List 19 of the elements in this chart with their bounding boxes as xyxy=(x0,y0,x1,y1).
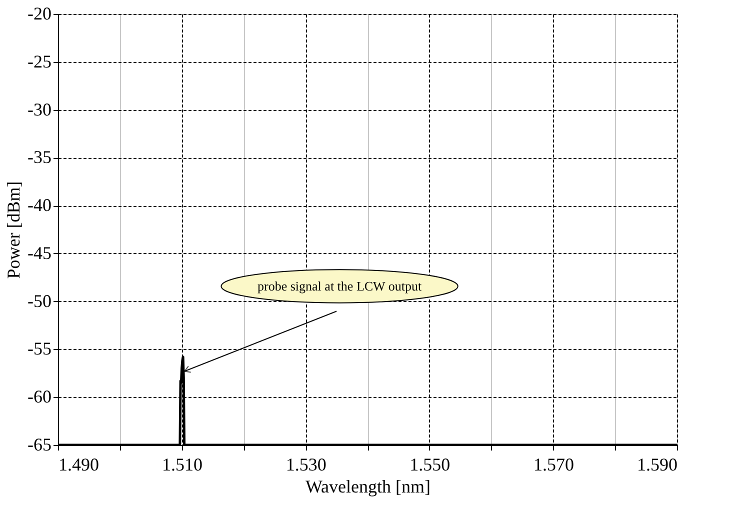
y-tick-label: -30 xyxy=(28,99,52,120)
x-tick-label: 1.510 xyxy=(162,454,203,474)
y-tick-label: -60 xyxy=(28,386,52,407)
y-tick-label: -50 xyxy=(28,290,52,311)
x-axis-title: Wavelength [nm] xyxy=(305,476,431,496)
x-tick-label: 1.570 xyxy=(533,454,574,474)
y-tick-label: -40 xyxy=(28,195,52,216)
y-tick-label: -35 xyxy=(28,147,52,168)
x-tick-label: 1.590 xyxy=(637,454,678,474)
y-tick-label: -25 xyxy=(28,51,52,72)
x-tick-label: 1.490 xyxy=(58,454,99,474)
annotation: probe signal at the LCW output xyxy=(258,278,422,294)
y-axis-title: Power [dBm] xyxy=(4,181,24,279)
y-tick-label: -65 xyxy=(28,434,52,454)
x-tick-label: 1.530 xyxy=(286,454,326,474)
y-tick-label: -55 xyxy=(28,338,52,359)
y-tick-label: -45 xyxy=(28,242,52,263)
x-tick-label: 1.550 xyxy=(410,454,450,474)
y-tick-label: -20 xyxy=(28,4,52,24)
